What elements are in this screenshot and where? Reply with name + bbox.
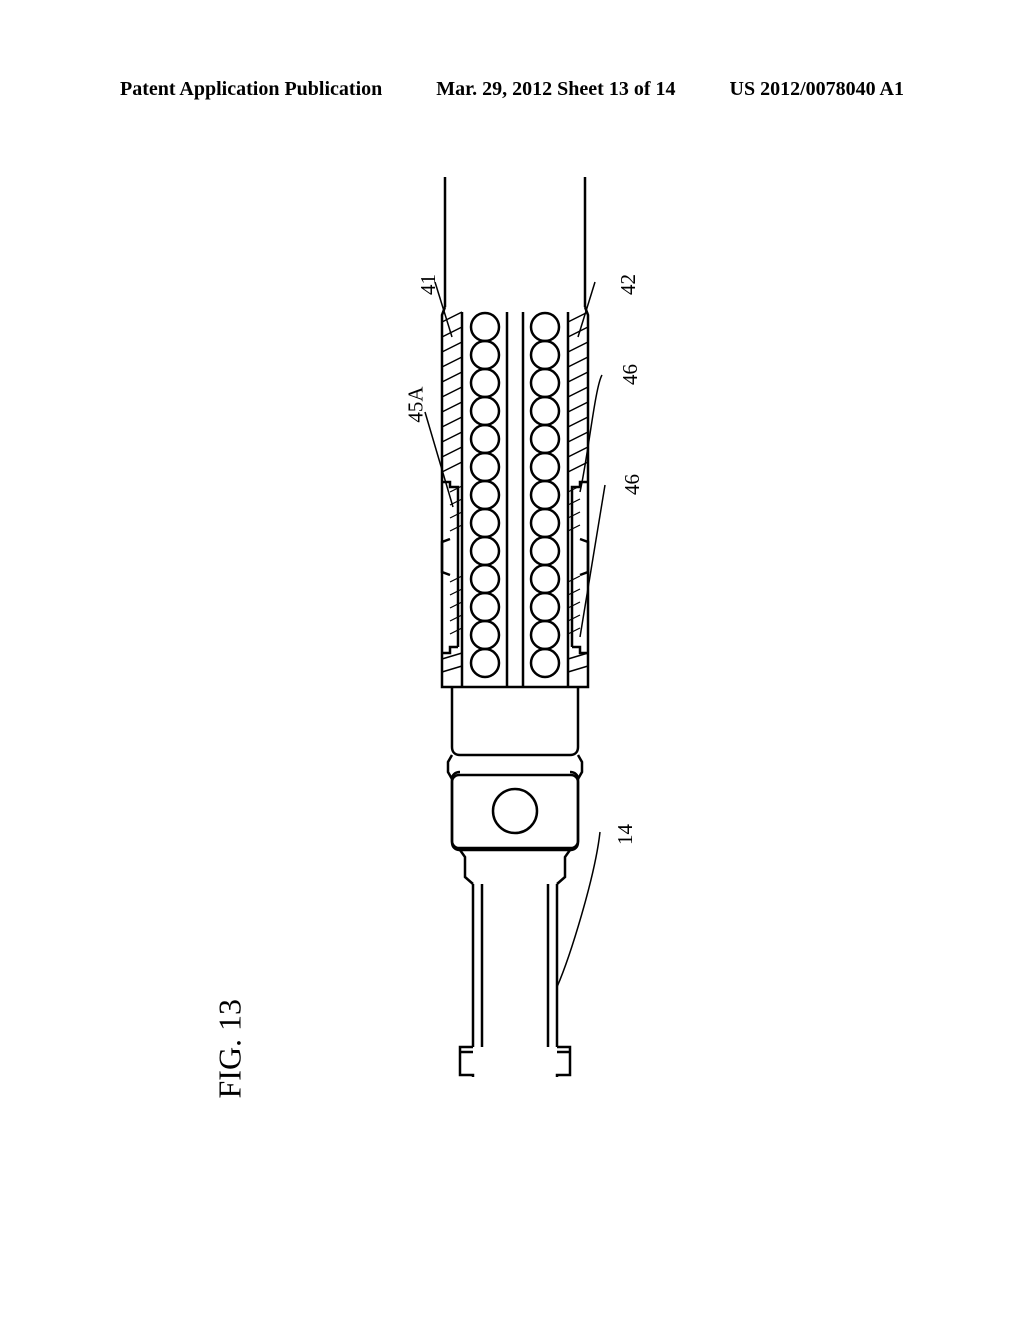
ref-46-upper: 46 <box>618 364 643 385</box>
patent-diagram <box>370 177 660 1077</box>
header-right: US 2012/0078040 A1 <box>730 78 904 101</box>
ref-46-lower: 46 <box>620 474 645 495</box>
figure-label: FIG. 13 <box>212 999 249 1099</box>
cross-section-drawing <box>370 177 660 1077</box>
ref-41: 41 <box>416 274 441 295</box>
header-middle: Mar. 29, 2012 Sheet 13 of 14 <box>436 78 675 101</box>
ref-42: 42 <box>616 274 641 295</box>
ref-45A: 45A <box>404 386 429 422</box>
ref-14: 14 <box>613 824 638 845</box>
header-left: Patent Application Publication <box>120 78 382 101</box>
